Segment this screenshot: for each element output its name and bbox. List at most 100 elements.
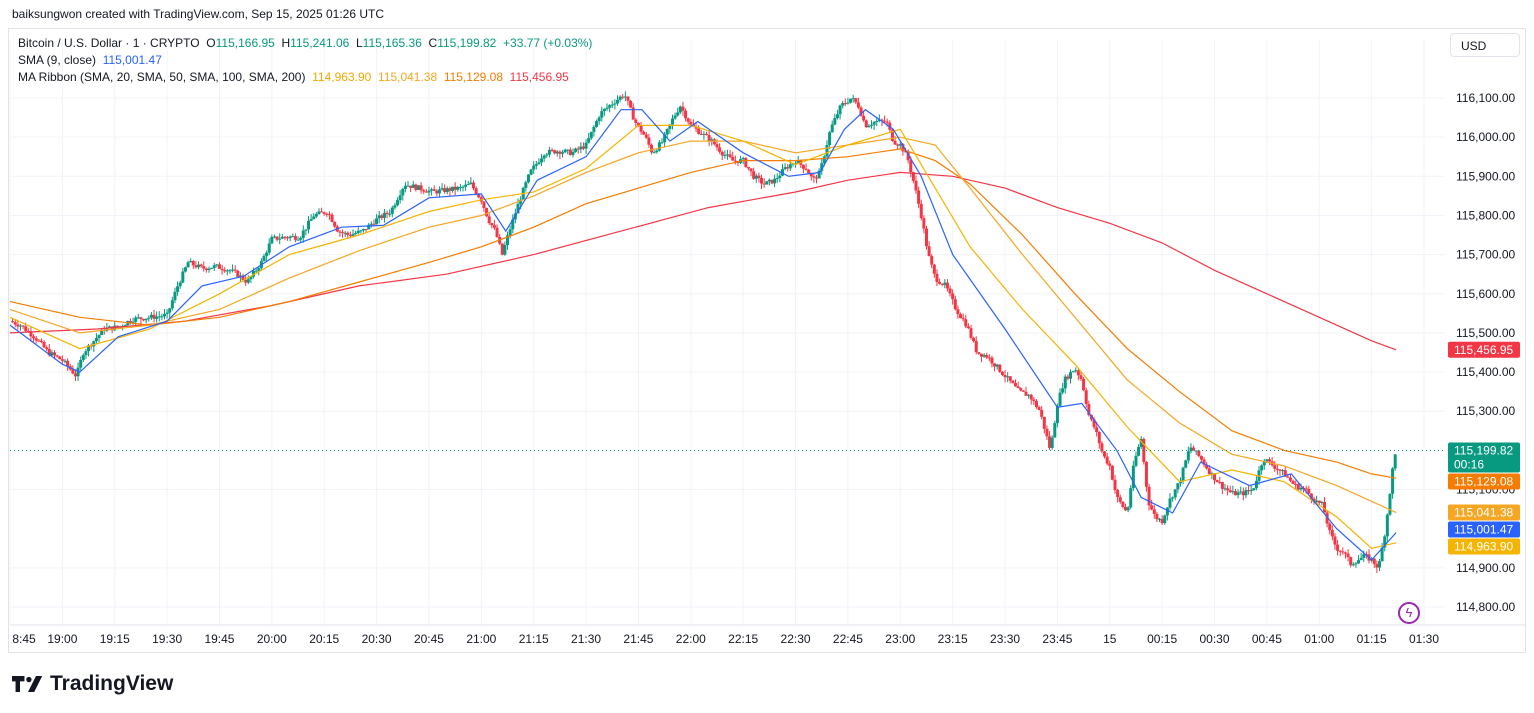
candle-body xyxy=(710,139,714,142)
candle-body xyxy=(993,363,997,367)
ribbon-value-50: 115,041.38 xyxy=(377,70,438,84)
x-tick-label: 19:45 xyxy=(204,632,234,646)
candle-body xyxy=(809,174,813,177)
candle-body xyxy=(469,182,473,185)
candle-body xyxy=(1108,463,1112,466)
candle-body xyxy=(702,133,706,135)
candle-body xyxy=(1144,461,1148,487)
candle-body xyxy=(477,193,481,198)
x-tick-label: 23:15 xyxy=(938,632,968,646)
candle-body xyxy=(1294,483,1298,485)
candle-body xyxy=(804,168,808,170)
candle-body xyxy=(917,190,921,204)
candle-body xyxy=(189,261,193,263)
price-label-countdown: 00:16 xyxy=(1454,457,1484,471)
candle-body xyxy=(225,270,229,272)
x-tick-label: 01:00 xyxy=(1304,632,1334,646)
candle-body xyxy=(317,211,321,215)
candle-body xyxy=(71,369,75,374)
candle-body xyxy=(1346,553,1350,558)
ma200-line xyxy=(9,171,1397,351)
candle-body xyxy=(526,174,530,183)
x-tick-label: 23:30 xyxy=(990,632,1020,646)
candle-body xyxy=(911,172,915,181)
candle-body xyxy=(456,186,460,190)
ribbon-value-200: 115,456.95 xyxy=(509,70,569,84)
candle-body xyxy=(348,234,352,236)
candle-body xyxy=(547,149,551,155)
candle-body xyxy=(1275,468,1279,470)
candle-body xyxy=(951,293,955,300)
candle-body xyxy=(170,300,174,309)
candle-body xyxy=(1006,376,1010,378)
ribbon-value-100: 115,129.08 xyxy=(443,70,503,84)
sma9-line xyxy=(9,108,1397,561)
candle-body xyxy=(1377,561,1381,568)
candle-body xyxy=(100,329,104,336)
candle-body xyxy=(262,255,266,262)
candle-body xyxy=(168,308,172,313)
candle-body xyxy=(746,166,750,169)
candle-body xyxy=(1213,473,1217,481)
candle-body xyxy=(979,353,983,357)
candle-body xyxy=(875,121,879,123)
candle-body xyxy=(1354,563,1358,565)
candle-body xyxy=(537,162,541,164)
candle-body xyxy=(1202,459,1206,465)
candle-body xyxy=(1021,390,1025,392)
candle-body xyxy=(592,126,596,132)
candle-body xyxy=(1236,492,1240,496)
candle-body xyxy=(615,99,619,104)
candle-body xyxy=(369,223,373,225)
candle-body xyxy=(705,133,709,136)
x-tick-label: 00:45 xyxy=(1252,632,1282,646)
candle-body xyxy=(1027,394,1031,396)
y-tick-label: 115,900.00 xyxy=(1456,169,1515,183)
candle-body xyxy=(1071,371,1075,373)
candle-body xyxy=(885,121,889,123)
candle-body xyxy=(34,338,38,341)
candle-body xyxy=(312,216,316,220)
candle-body xyxy=(1265,459,1269,462)
change-value: +33.77 (+0.03%) xyxy=(503,36,593,50)
candle-body xyxy=(445,188,449,193)
candle-body xyxy=(1158,518,1162,520)
chart-frame xyxy=(8,28,1526,653)
candle-body xyxy=(835,114,839,119)
candle-body xyxy=(304,229,308,231)
y-tick-label: 116,100.00 xyxy=(1456,91,1515,105)
candle-body xyxy=(24,326,28,331)
candle-body xyxy=(432,189,436,191)
candle-body xyxy=(676,112,680,116)
price-label: 115,199.82 xyxy=(1454,443,1513,457)
candle-body xyxy=(718,147,722,152)
candle-body xyxy=(757,175,761,178)
candle-body xyxy=(681,106,685,111)
candle-body xyxy=(744,158,748,167)
symbol-title[interactable]: Bitcoin / U.S. Dollar · 1 · CRYPTO xyxy=(18,36,200,50)
x-tick-label: 21:00 xyxy=(466,632,496,646)
candle-body xyxy=(393,205,397,208)
candle-body xyxy=(807,169,811,175)
price-label: 114,963.90 xyxy=(1454,539,1513,553)
candle-body xyxy=(1069,372,1072,379)
candle-body xyxy=(927,246,931,257)
flash-icon[interactable]: ϟ xyxy=(1398,602,1420,624)
ribbon-name: MA Ribbon (SMA, 20, SMA, 50, SMA, 100, S… xyxy=(18,70,306,84)
sma-row[interactable]: SMA (9, close) 115,001.47 xyxy=(18,52,592,69)
ribbon-row[interactable]: MA Ribbon (SMA, 20, SMA, 50, SMA, 100, S… xyxy=(18,69,592,86)
candle-body xyxy=(1268,459,1272,462)
candle-body xyxy=(725,154,729,156)
candle-body xyxy=(1066,376,1070,379)
candle-body xyxy=(932,264,936,274)
currency-button[interactable]: USD xyxy=(1450,33,1520,57)
high-label: H xyxy=(281,36,291,50)
candle-body xyxy=(1029,394,1033,400)
candle-body xyxy=(1260,465,1264,471)
candle-body xyxy=(1375,563,1379,568)
candle-body xyxy=(778,175,782,179)
candle-body xyxy=(595,121,599,127)
x-tick-label: 8:45 xyxy=(12,632,36,646)
x-tick-label: 00:15 xyxy=(1147,632,1177,646)
